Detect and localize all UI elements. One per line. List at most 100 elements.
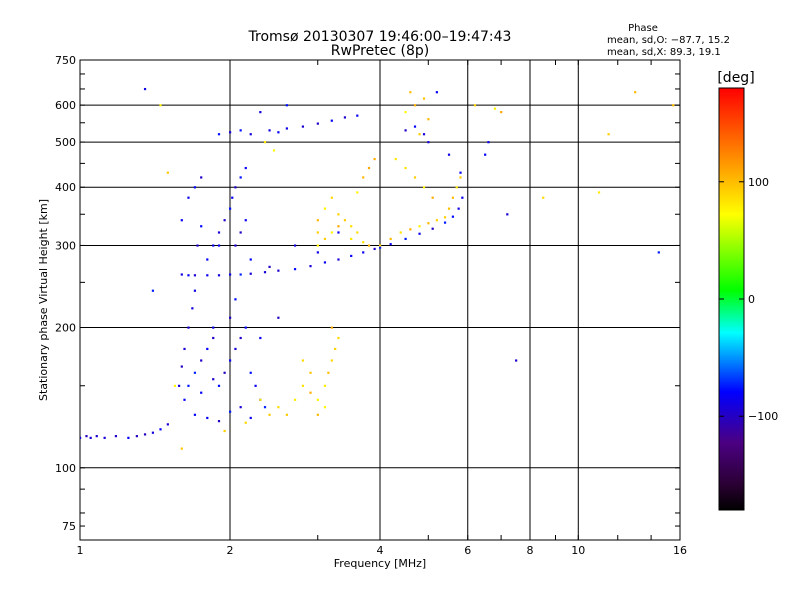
data-point-o bbox=[187, 384, 190, 387]
data-point-o bbox=[259, 336, 262, 340]
data-point-o bbox=[187, 274, 190, 277]
chart-title: Tromsø 20130307 19:46:00–19:47:43 bbox=[248, 29, 512, 45]
data-point-o bbox=[143, 87, 147, 91]
data-point-o bbox=[459, 171, 462, 174]
data-point-x bbox=[323, 237, 327, 241]
data-point-x bbox=[356, 191, 359, 194]
data-point-o bbox=[309, 265, 312, 268]
data-point-o bbox=[350, 254, 353, 258]
data-point-o bbox=[206, 258, 209, 261]
data-point-x bbox=[159, 104, 162, 107]
data-point-o bbox=[404, 129, 407, 132]
data-point-x bbox=[597, 191, 601, 194]
data-point-o bbox=[239, 129, 242, 132]
data-point-o bbox=[234, 186, 237, 189]
data-point-o bbox=[343, 116, 347, 119]
data-point-o bbox=[404, 237, 407, 241]
x-tick-label: 16 bbox=[673, 544, 687, 557]
data-point-o bbox=[193, 371, 197, 374]
data-point-x bbox=[244, 421, 247, 424]
data-point-o bbox=[435, 91, 438, 94]
data-point-x bbox=[418, 133, 421, 136]
data-point-x bbox=[293, 398, 297, 401]
data-point-x bbox=[330, 326, 333, 329]
minor-ticks bbox=[79, 59, 681, 540]
colorbar-tick-label: 100 bbox=[748, 176, 769, 189]
data-point-o bbox=[206, 416, 209, 420]
data-point-x bbox=[447, 207, 451, 210]
data-point-x bbox=[223, 429, 226, 433]
data-point-x bbox=[309, 391, 312, 394]
data-point-o bbox=[263, 406, 267, 409]
data-point-x bbox=[337, 225, 340, 228]
data-point-o bbox=[229, 316, 232, 319]
colorbar-tick-label: 0 bbox=[748, 293, 755, 306]
data-point-o bbox=[337, 258, 340, 261]
data-point-o bbox=[337, 231, 340, 234]
data-point-o bbox=[356, 114, 359, 117]
data-point-x bbox=[427, 222, 430, 225]
stats-heading: Phase bbox=[628, 23, 658, 34]
x-tick-label: 4 bbox=[377, 544, 384, 557]
data-point-o bbox=[515, 359, 518, 362]
data-point-o bbox=[85, 435, 88, 438]
data-point-o bbox=[187, 196, 190, 199]
data-point-o bbox=[293, 268, 297, 271]
data-point-o bbox=[443, 221, 447, 224]
data-point-o bbox=[183, 398, 186, 401]
data-point-o bbox=[193, 413, 197, 416]
data-point-o bbox=[447, 153, 451, 156]
data-point-o bbox=[234, 244, 237, 247]
data-point-o bbox=[254, 384, 257, 387]
data-point-x bbox=[404, 111, 407, 114]
data-point-o bbox=[187, 326, 190, 329]
data-point-o bbox=[285, 127, 288, 130]
data-point-x bbox=[301, 384, 305, 387]
x-tick-label: 1 bbox=[77, 544, 84, 557]
data-point-o bbox=[293, 244, 297, 247]
stats-line-o: mean, sd,O: −87.7, 15.2 bbox=[607, 35, 730, 46]
data-point-x bbox=[362, 176, 365, 179]
y-tick-labels: 75 100 200 300 400 500 600 750 bbox=[55, 54, 76, 533]
data-point-o bbox=[285, 104, 288, 107]
data-point-o bbox=[180, 273, 183, 276]
data-point-x bbox=[413, 176, 417, 179]
data-point-x bbox=[337, 336, 340, 340]
data-point-o bbox=[484, 153, 487, 156]
data-point-x bbox=[634, 91, 637, 94]
data-point-x bbox=[285, 413, 288, 416]
data-point-x bbox=[330, 196, 333, 199]
data-point-x bbox=[373, 157, 376, 161]
data-point-o bbox=[217, 420, 221, 423]
data-point-o bbox=[89, 436, 92, 439]
data-point-x bbox=[316, 398, 319, 401]
data-point-o bbox=[461, 196, 464, 199]
data-point-x bbox=[394, 157, 397, 161]
data-point-o bbox=[180, 219, 183, 222]
data-point-x bbox=[316, 244, 319, 247]
data-point-x bbox=[443, 216, 447, 219]
data-point-x bbox=[356, 231, 359, 234]
data-point-o bbox=[379, 246, 382, 249]
data-point-x bbox=[277, 406, 280, 409]
data-point-x bbox=[166, 171, 169, 174]
data-point-o bbox=[151, 289, 155, 292]
data-point-o bbox=[229, 273, 232, 276]
data-point-o bbox=[229, 131, 232, 134]
data-point-x bbox=[180, 447, 183, 450]
data-point-x bbox=[323, 406, 327, 409]
data-point-o bbox=[277, 131, 280, 134]
data-point-x bbox=[459, 176, 462, 179]
data-point-o bbox=[244, 326, 247, 329]
colorbar-ticks: 100 0 −100 bbox=[719, 176, 778, 423]
data-point-o bbox=[200, 176, 203, 179]
data-point-x bbox=[323, 384, 327, 387]
data-point-o bbox=[418, 232, 421, 235]
data-point-o bbox=[239, 176, 242, 179]
data-point-x bbox=[327, 371, 330, 374]
data-point-x bbox=[413, 104, 417, 107]
data-point-o bbox=[239, 336, 242, 340]
data-point-o bbox=[268, 129, 271, 132]
data-point-o bbox=[427, 141, 430, 144]
